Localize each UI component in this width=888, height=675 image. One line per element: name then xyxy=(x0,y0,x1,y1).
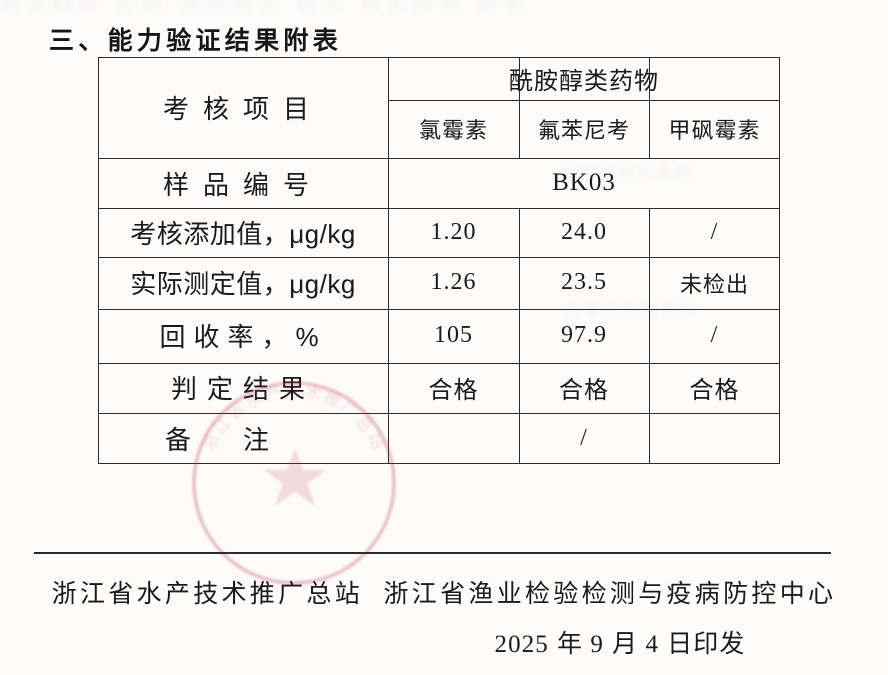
svg-text:浙江省水产技术推广总站: 浙江省水产技术推广总站 xyxy=(199,382,389,454)
